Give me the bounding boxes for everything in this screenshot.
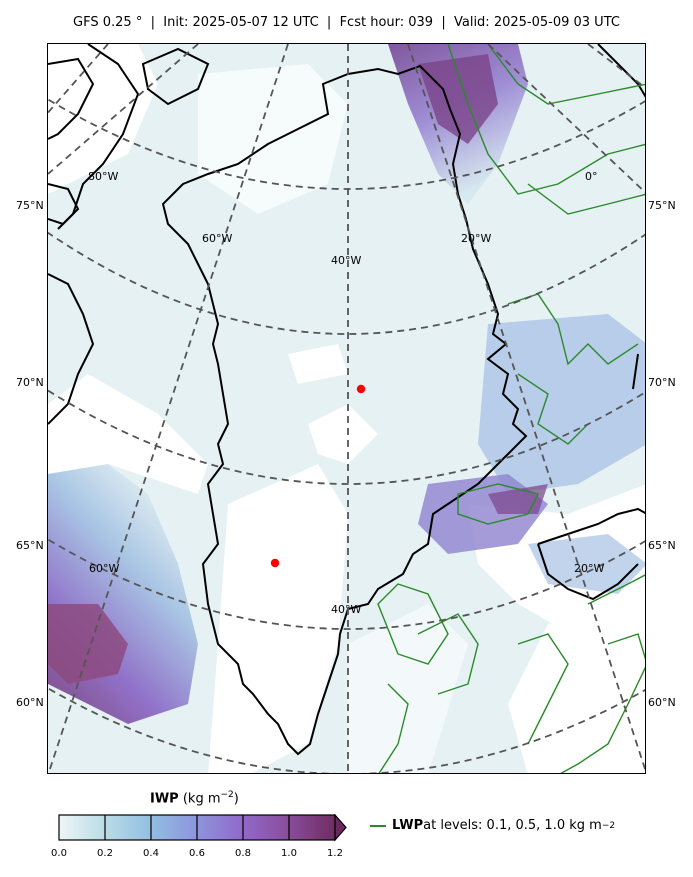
colorbar-tick-4: 0.8 [235, 848, 251, 859]
lat-label-60n-right: 60°N [648, 696, 676, 709]
iwp-legend-title: IWP (kg m−2) [150, 790, 239, 806]
colorbar-tick-2: 0.4 [143, 848, 159, 859]
colorbar-extend-arrow [334, 814, 347, 842]
figure-title: GFS 0.25 ° | Init: 2025-05-07 12 UTC | F… [73, 15, 620, 30]
lat-label-75n-right: 75°N [648, 199, 676, 212]
lon-label-20w-top: 20°W [461, 232, 491, 245]
lon-label-40w-bottom: 40°W [331, 603, 361, 616]
colorbar-tick-1: 0.2 [97, 848, 113, 859]
lon-label-60w-bottom: 60°W [89, 562, 119, 575]
graticule-meridians [48, 44, 645, 773]
lon-label-60w-top: 60°W [202, 232, 232, 245]
lwp-levels-text: at levels: 0.1, 0.5, 1.0 kg m [423, 818, 602, 833]
lon-label-40w-top: 40°W [331, 254, 361, 267]
colorbar-tick-5: 1.0 [281, 848, 297, 859]
lwp-legend: LWP at levels: 0.1, 0.5, 1.0 kg m −2 [370, 818, 615, 833]
iwp-units: (kg m [182, 791, 221, 807]
lat-label-75n-left: 75°N [16, 199, 44, 212]
map-canvas: 80°W 60°W 40°W 20°W 0° 60°W 40°W 20°W [48, 44, 645, 773]
marker-north [356, 384, 366, 394]
lat-label-60n-left: 60°N [16, 696, 44, 709]
lat-label-65n-left: 65°N [16, 539, 44, 552]
iwp-units-close: ) [233, 791, 239, 807]
colorbar-tick-0: 0.0 [51, 848, 67, 859]
colorbar-tick-3: 0.6 [189, 848, 205, 859]
iwp-field [48, 44, 645, 773]
iwp-variable: IWP [150, 791, 179, 807]
lat-label-70n-left: 70°N [16, 376, 44, 389]
lon-label-0-top: 0° [585, 170, 598, 183]
lwp-legend-line [370, 824, 386, 827]
lon-label-20w-bottom: 20°W [574, 562, 604, 575]
map-panel: 80°W 60°W 40°W 20°W 0° 60°W 40°W 20°W [47, 43, 646, 774]
lwp-contours [377, 44, 645, 773]
iwp-units-exponent: −2 [220, 790, 234, 800]
lat-label-70n-right: 70°N [648, 376, 676, 389]
lwp-units-exponent: −2 [601, 820, 616, 831]
iwp-colorbar [58, 814, 347, 842]
lon-label-80w-top: 80°W [88, 170, 118, 183]
colorbar-tick-6: 1.2 [327, 848, 343, 859]
meridian-labels: 80°W 60°W 40°W 20°W 0° 60°W 40°W 20°W [88, 170, 604, 616]
marker-south [270, 558, 280, 568]
lat-label-65n-right: 65°N [648, 539, 676, 552]
lwp-variable: LWP [392, 818, 424, 833]
